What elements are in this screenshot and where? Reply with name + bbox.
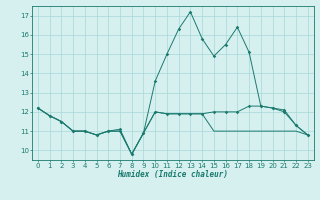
X-axis label: Humidex (Indice chaleur): Humidex (Indice chaleur) xyxy=(117,170,228,179)
